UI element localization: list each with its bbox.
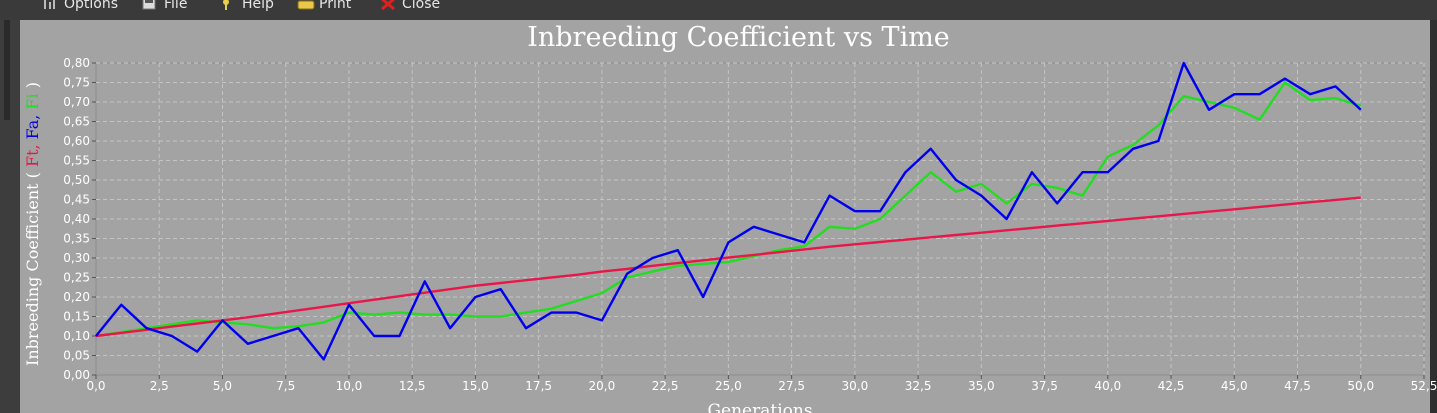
x-tick-label: 20,0	[589, 379, 616, 393]
close-label: Close	[402, 0, 441, 12]
right-edge	[1430, 20, 1437, 413]
x-tick-label: 42,5	[1158, 379, 1185, 393]
gutter-strip	[4, 20, 10, 120]
x-tick-label: 45,0	[1221, 379, 1248, 393]
x-tick-label: 7,5	[276, 379, 295, 393]
x-tick-label: 5,0	[213, 379, 232, 393]
y-tick-label: 0,70	[63, 95, 90, 109]
y-tick-label: 0,45	[63, 193, 90, 207]
y-axis-label: Inbreeding Coefficient ( Ft, Fa, Fi )	[23, 82, 42, 366]
series-line-fa	[95, 61, 1362, 361]
y-tick-label: 0,55	[63, 154, 90, 168]
x-tick-label: 32,5	[905, 379, 932, 393]
x-tick-label: 22,5	[652, 379, 679, 393]
x-tick-label: 10,0	[336, 379, 363, 393]
y-tick-label: 0,20	[63, 290, 90, 304]
x-tick-label: 17,5	[525, 379, 552, 393]
y-tick-label: 0,25	[63, 271, 90, 285]
x-tick-label: 27,5	[778, 379, 805, 393]
y-axis-label-suffix: )	[23, 82, 42, 93]
print-icon	[297, 0, 315, 10]
y-tick-label: 0,15	[63, 310, 90, 324]
close-menu[interactable]: Close	[380, 0, 440, 14]
help-label: Help	[242, 0, 274, 12]
x-tick-label: 12,5	[399, 379, 426, 393]
options-label: Options	[64, 0, 119, 12]
print-label: Print	[319, 0, 352, 12]
print-menu[interactable]: Print	[297, 0, 351, 14]
file-menu[interactable]: File	[142, 0, 187, 14]
series-line-ft	[95, 196, 1361, 338]
x-tick-label: 50,0	[1347, 379, 1374, 393]
y-tick-label: 0,75	[63, 76, 90, 90]
series-line-fi	[95, 81, 1362, 338]
y-tick-label: 0,00	[63, 368, 90, 382]
y-tick-label: 0,80	[63, 56, 90, 70]
y-tick-label: 0,10	[63, 329, 90, 343]
y-axis-label-fa: Fa,	[23, 110, 42, 140]
x-tick-label: 2,5	[150, 379, 169, 393]
y-axis-label-ft: Ft,	[23, 139, 42, 167]
x-tick-label: 52,5	[1411, 379, 1437, 393]
x-tick-label: 37,5	[1031, 379, 1058, 393]
help-menu[interactable]: Help	[220, 0, 274, 14]
options-icon	[42, 0, 56, 10]
file-icon	[142, 0, 156, 10]
help-icon	[220, 0, 234, 10]
x-tick-label: 0,0	[86, 379, 105, 393]
y-tick-label: 0,60	[63, 134, 90, 148]
file-label: File	[164, 0, 188, 12]
y-tick-label: 0,35	[63, 232, 90, 246]
x-tick-label: 40,0	[1094, 379, 1121, 393]
x-tick-label: 25,0	[715, 379, 742, 393]
x-tick-label: 47,5	[1284, 379, 1311, 393]
y-tick-label: 0,40	[63, 212, 90, 226]
close-icon	[380, 0, 395, 11]
y-tick-label: 0,50	[63, 173, 90, 187]
y-tick-label: 0,65	[63, 115, 90, 129]
y-tick-label: 0,05	[63, 349, 90, 363]
x-tick-label: 30,0	[841, 379, 868, 393]
x-tick-label: 35,0	[968, 379, 995, 393]
y-tick-label: 0,30	[63, 251, 90, 265]
chart-title: Inbreeding Coefficient vs Time	[527, 22, 950, 53]
y-axis-label-prefix: Inbreeding Coefficient (	[23, 167, 42, 366]
options-menu[interactable]: Options	[42, 0, 118, 14]
x-tick-label: 15,0	[462, 379, 489, 393]
x-axis-label: Generations	[707, 401, 812, 413]
y-axis-label-fi: Fi	[23, 93, 42, 109]
